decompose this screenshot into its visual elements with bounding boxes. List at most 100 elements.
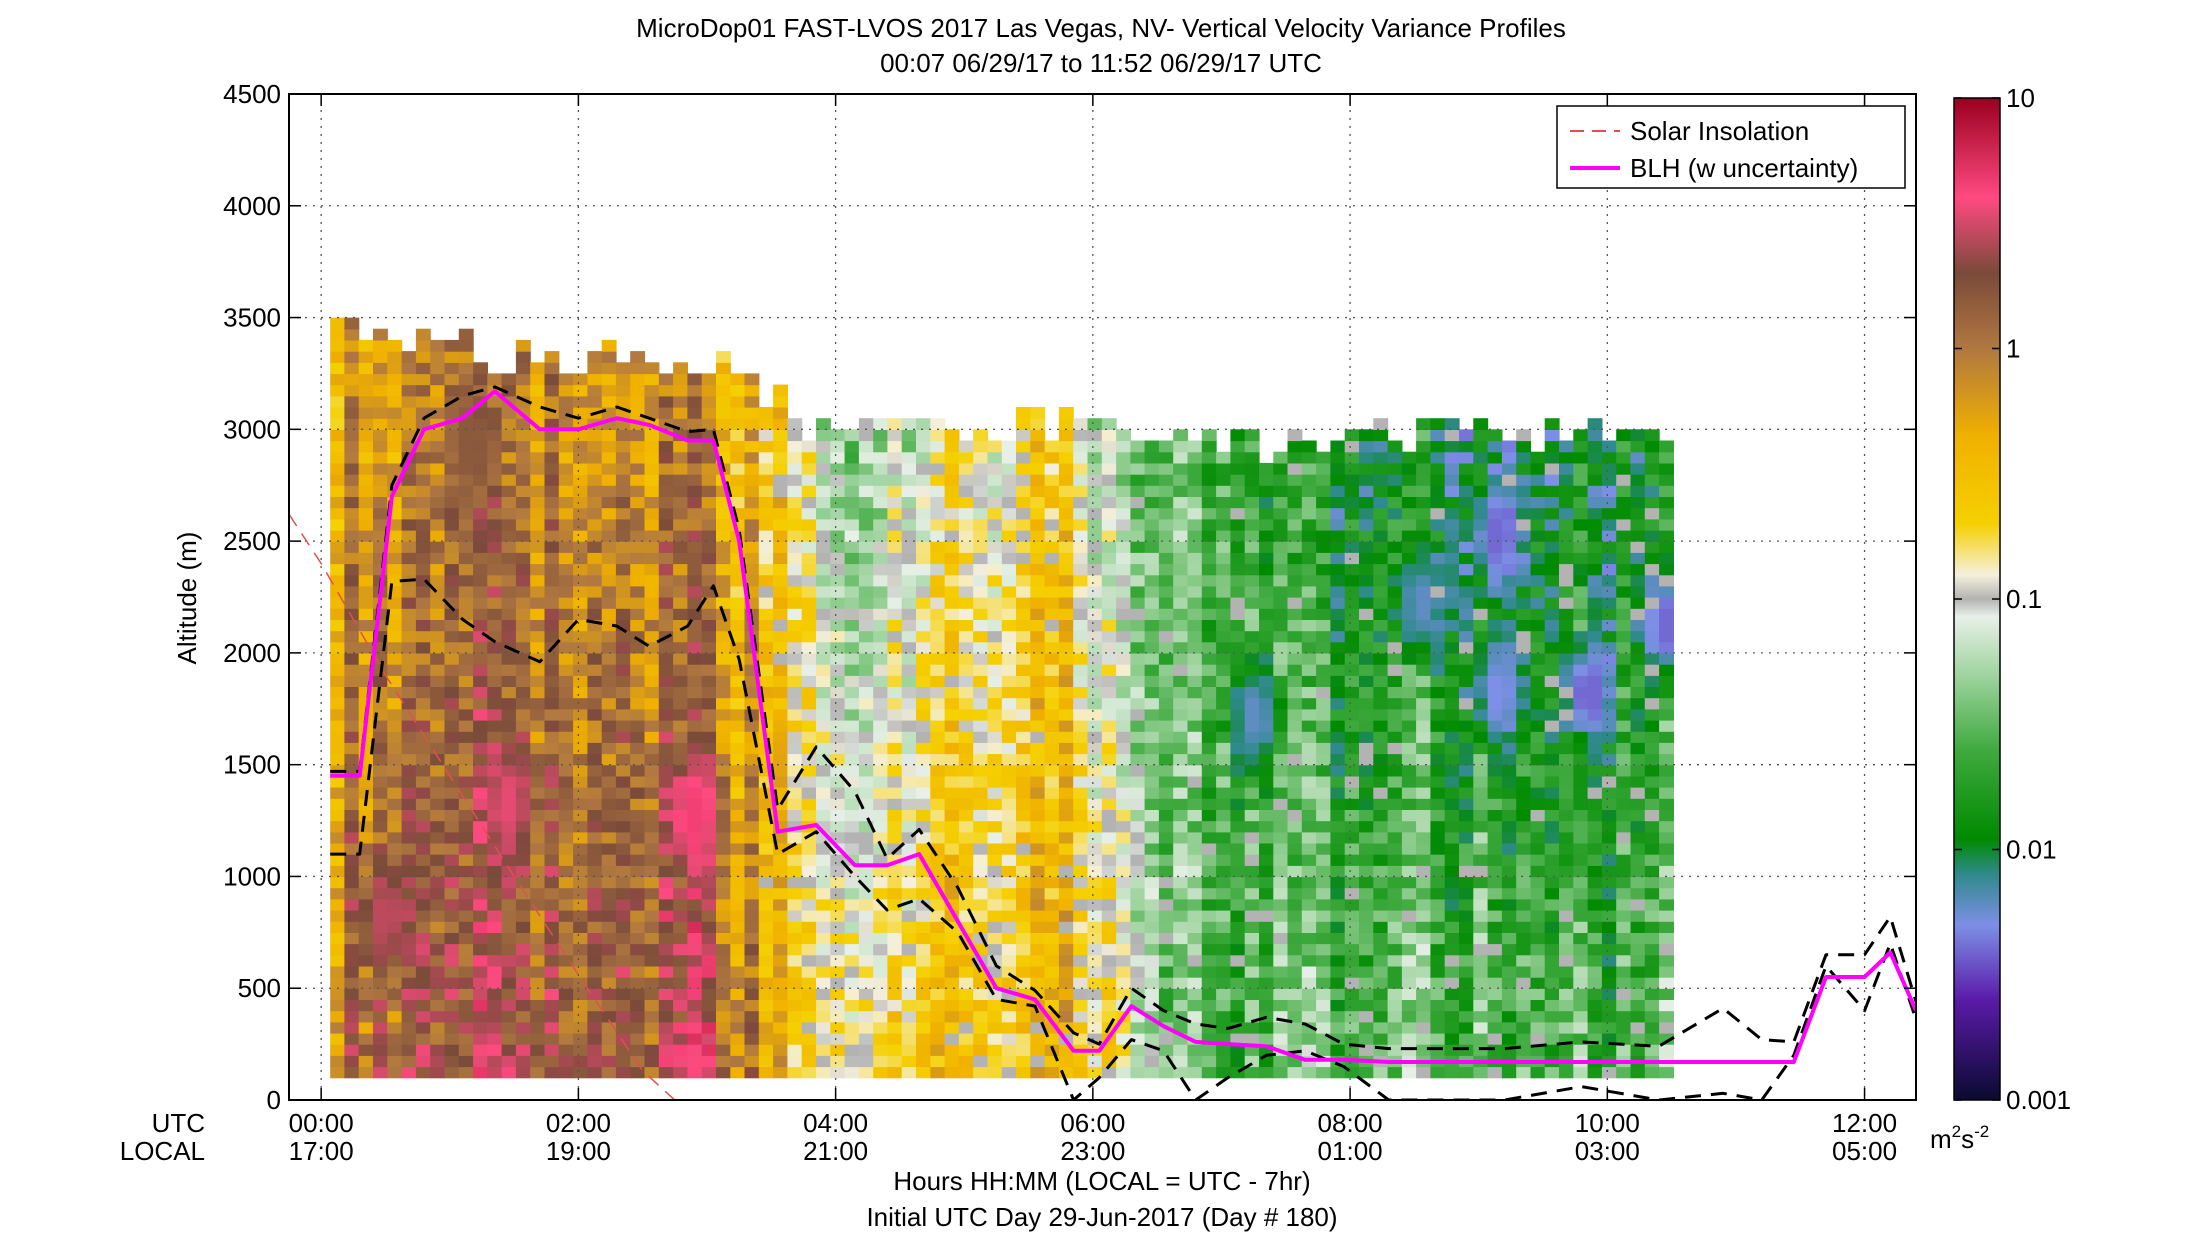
heatmap-cell — [458, 798, 474, 810]
heatmap-cell — [1016, 921, 1031, 933]
heatmap-cell — [358, 954, 374, 967]
heatmap-cell — [1173, 664, 1189, 676]
heatmap-cell — [687, 1021, 703, 1034]
heatmap-cell — [1316, 1044, 1331, 1056]
heatmap-cell — [430, 977, 446, 989]
heatmap-cell — [1373, 507, 1389, 520]
heatmap-cell — [401, 619, 417, 632]
heatmap-cell — [687, 943, 703, 956]
heatmap-cell — [644, 462, 660, 475]
heatmap-cell — [1473, 977, 1489, 989]
heatmap-cell — [744, 842, 760, 855]
heatmap-cell — [1430, 1010, 1446, 1023]
chart-subtitle: 00:07 06/29/17 to 11:52 06/29/17 UTC — [880, 48, 1322, 78]
heatmap-cell — [1287, 585, 1303, 598]
heatmap-cell — [401, 731, 417, 743]
heatmap-cell — [1044, 485, 1060, 497]
heatmap-cell — [1173, 787, 1189, 799]
heatmap-cell — [1359, 764, 1374, 777]
heatmap-cell — [1344, 854, 1360, 866]
heatmap-cell — [387, 854, 403, 866]
heatmap-cell — [1273, 742, 1289, 755]
heatmap-cell — [973, 910, 989, 922]
heatmap-cell — [887, 563, 903, 576]
heatmap-cell — [1016, 585, 1031, 598]
heatmap-cell — [1330, 820, 1346, 833]
heatmap-cell — [1444, 775, 1460, 788]
heatmap-cell — [387, 708, 403, 721]
heatmap-cell — [630, 518, 646, 531]
heatmap-cell — [844, 1055, 860, 1068]
heatmap-cell — [1187, 742, 1203, 755]
heatmap-cell — [1401, 798, 1417, 810]
heatmap-cell — [1073, 831, 1089, 844]
heatmap-cell — [1116, 429, 1131, 442]
heatmap-cell — [1344, 954, 1360, 967]
heatmap-cell — [1130, 842, 1146, 855]
heatmap-cell — [544, 921, 560, 933]
heatmap-cell — [1301, 887, 1317, 900]
heatmap-cell — [1144, 775, 1160, 788]
heatmap-cell — [1016, 440, 1031, 453]
heatmap-cell — [887, 418, 903, 430]
heatmap-cell — [1087, 764, 1103, 777]
heatmap-cell — [487, 552, 503, 565]
heatmap-cell — [601, 954, 617, 967]
heatmap-cell — [1273, 630, 1289, 643]
heatmap-cell — [1459, 842, 1474, 855]
heatmap-cell — [658, 597, 674, 609]
heatmap-cell — [1158, 652, 1174, 665]
heatmap-cell — [730, 753, 746, 766]
heatmap-cell — [1130, 652, 1146, 665]
heatmap-cell — [716, 563, 731, 576]
heatmap-cell — [1416, 1044, 1431, 1056]
heatmap-cell — [673, 999, 688, 1012]
heatmap-cell — [1173, 731, 1189, 743]
heatmap-cell — [373, 932, 388, 945]
heatmap-cell — [658, 395, 674, 408]
heatmap-cell — [1330, 1010, 1346, 1023]
heatmap-cell — [501, 943, 517, 956]
heatmap-cell — [644, 451, 660, 464]
heatmap-cell — [773, 585, 788, 598]
heatmap-cell — [473, 585, 488, 598]
heatmap-cell — [330, 574, 346, 587]
heatmap-cell — [1230, 720, 1246, 732]
heatmap-cell — [401, 720, 417, 732]
heatmap-cell — [344, 720, 360, 732]
heatmap-cell — [673, 910, 688, 922]
heatmap-cell — [1416, 898, 1431, 911]
heatmap-cell — [858, 965, 874, 978]
heatmap-cell — [901, 943, 917, 956]
heatmap-cell — [1173, 965, 1189, 978]
heatmap-cell — [330, 619, 346, 632]
heatmap-cell — [658, 485, 674, 497]
heatmap-cell — [387, 988, 403, 1000]
heatmap-cell — [1330, 652, 1346, 665]
heatmap-cell — [1359, 910, 1374, 922]
heatmap-cell — [1044, 675, 1060, 687]
heatmap-cell — [630, 574, 646, 587]
heatmap-cell — [458, 630, 474, 643]
heatmap-cell — [1416, 977, 1431, 989]
heatmap-cell — [1430, 965, 1446, 978]
heatmap-cell — [1473, 529, 1489, 542]
heatmap-cell — [1359, 842, 1374, 855]
heatmap-cell — [1030, 809, 1046, 822]
heatmap-cell — [501, 664, 517, 676]
heatmap-cell — [944, 842, 960, 855]
heatmap-cell — [1173, 977, 1189, 989]
heatmap-cell — [1001, 910, 1017, 922]
heatmap-cell — [1244, 798, 1260, 810]
heatmap-cell — [1473, 842, 1489, 855]
heatmap-cell — [558, 809, 574, 822]
heatmap-cell — [415, 1032, 431, 1045]
heatmap-cell — [487, 518, 503, 531]
heatmap-cell — [644, 697, 660, 710]
heatmap-cell — [501, 1055, 517, 1068]
heatmap-cell — [1344, 630, 1360, 643]
heatmap-cell — [344, 809, 360, 822]
heatmap-cell — [544, 798, 560, 810]
heatmap-cell — [1116, 451, 1131, 464]
heatmap-cell — [1244, 574, 1260, 587]
